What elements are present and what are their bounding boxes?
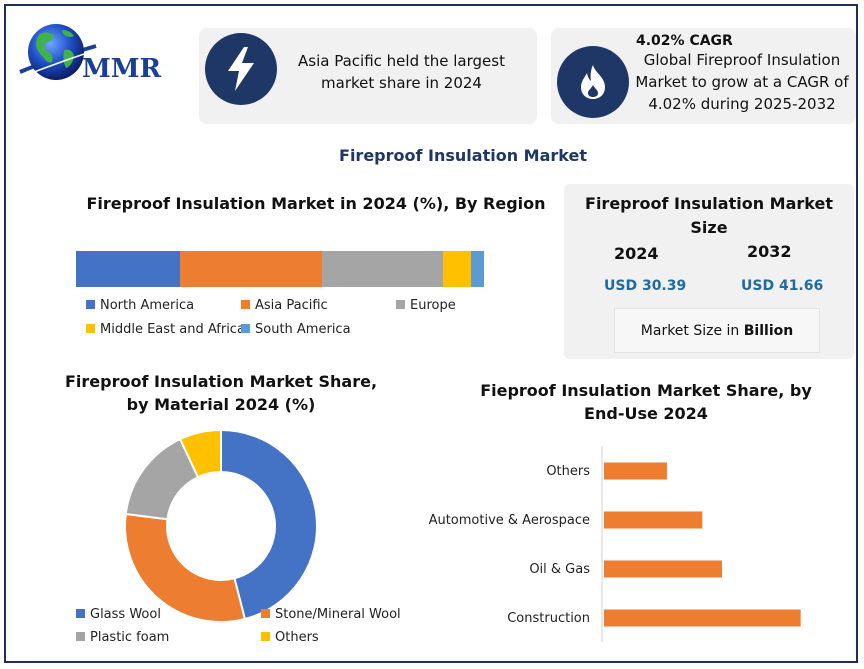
legend-swatch (86, 300, 95, 309)
value-2024: USD 30.39 (604, 278, 687, 294)
unit-note-unit: Billion (743, 322, 794, 339)
region-segment-south-america (471, 251, 484, 287)
market-size-unit-note: Market Size in Billion (614, 308, 820, 353)
legend-item-north-america: North America (86, 298, 194, 313)
region-segment-europe (322, 251, 443, 287)
page-title: Fireproof Insulation Market (339, 146, 587, 165)
legend-label: South America (255, 322, 351, 337)
market-size-title: Fireproof Insulation Market Size (585, 194, 833, 237)
region-chart-title: Fireproof Insulation Market in 2024 (%),… (86, 194, 546, 213)
bar-construction (604, 609, 801, 627)
legend-label: North America (100, 298, 195, 313)
year-2024: 2024 (614, 244, 659, 263)
legend-swatch (396, 300, 405, 309)
legend-label: Stone/Mineral Wool (275, 607, 401, 622)
category-label-others: Others (546, 464, 590, 479)
legend-item-glass-wool: Glass Wool (76, 607, 161, 622)
legend-item-plastic-foam: Plastic foam (76, 630, 169, 645)
category-label-construction: Construction (507, 611, 590, 626)
enduse-chart-title: Fieproof Insulation Market Share, by End… (480, 381, 812, 423)
legend-item-south-america: South America (241, 322, 351, 337)
legend-swatch (261, 609, 270, 618)
cagr-text: Global Fireproof Insulation Market to gr… (635, 51, 849, 113)
legend-item-others: Others (261, 630, 319, 645)
bar-automotive-aerospace (604, 511, 703, 529)
infographic-frame: MMR Asia Pacific held the largest market… (4, 4, 858, 663)
legend-label: Europe (410, 298, 456, 313)
lightning-badge (205, 33, 277, 105)
info-card-cagr: 4.02% CAGR Global Fireproof Insulation M… (551, 28, 856, 124)
legend-item-asia-pacific: Asia Pacific (241, 298, 328, 313)
region-segment-asia-pacific (179, 251, 323, 287)
flame-badge (557, 46, 629, 118)
legend-label: Asia Pacific (255, 298, 328, 313)
logo-text: MMR (82, 54, 162, 84)
legend-item-middle-east-and-africa: Middle East and Africa (86, 322, 245, 337)
donut-slice-glass-wool (220, 428, 318, 621)
bar-oil-gas (604, 560, 722, 578)
legend-label: Others (275, 630, 319, 645)
legend-item-europe: Europe (396, 298, 456, 313)
legend-label: Glass Wool (90, 607, 161, 622)
material-chart-title: Fireproof Insulation Market Share, by Ma… (64, 372, 378, 414)
bar-others (604, 462, 667, 480)
legend-swatch (86, 324, 95, 333)
flame-icon (581, 65, 605, 99)
legend-swatch (241, 300, 250, 309)
legend-swatch (76, 609, 85, 618)
legend-item-stone-mineral-wool: Stone/Mineral Wool (261, 607, 401, 622)
info-card-region: Asia Pacific held the largest market sha… (199, 28, 537, 124)
enduse-bar-chart: Others Automotive & Aerospace Oil & Gas Con… (429, 446, 801, 642)
legend-label: Plastic foam (90, 630, 170, 645)
legend-swatch (261, 632, 270, 641)
brand-logo: MMR (18, 20, 188, 90)
legend-swatch (241, 324, 250, 333)
year-2032: 2032 (747, 242, 792, 261)
region-stacked-bar (76, 251, 484, 287)
donut-slice-stone-mineral-wool (124, 512, 247, 623)
region-highlight-text: Asia Pacific held the largest market sha… (298, 52, 505, 92)
donut-slice-others (178, 428, 222, 479)
legend-label: Middle East and Africa (100, 322, 245, 337)
region-segment-middle-east-and-africa (442, 251, 472, 287)
legend-swatch (76, 632, 85, 641)
region-legend: North America Asia Pacific Europe Middle Ea… (86, 298, 486, 348)
market-size-panel: Fireproof Insulation Market Size 2024 20… (564, 184, 854, 359)
category-label-automotive-aerospace: Automotive & Aerospace (429, 513, 590, 528)
lightning-icon (228, 47, 254, 91)
category-label-oil-gas: Oil & Gas (529, 562, 590, 577)
region-segment-north-america (76, 251, 180, 287)
cagr-title: 4.02% CAGR (636, 33, 733, 49)
material-legend: Glass Wool Stone/Mineral Wool Plastic foam… (76, 607, 436, 653)
globe-icon (19, 24, 97, 80)
unit-note-prefix: Market Size in (640, 322, 744, 339)
value-2032: USD 41.66 (741, 278, 824, 294)
material-donut-chart (124, 428, 318, 623)
